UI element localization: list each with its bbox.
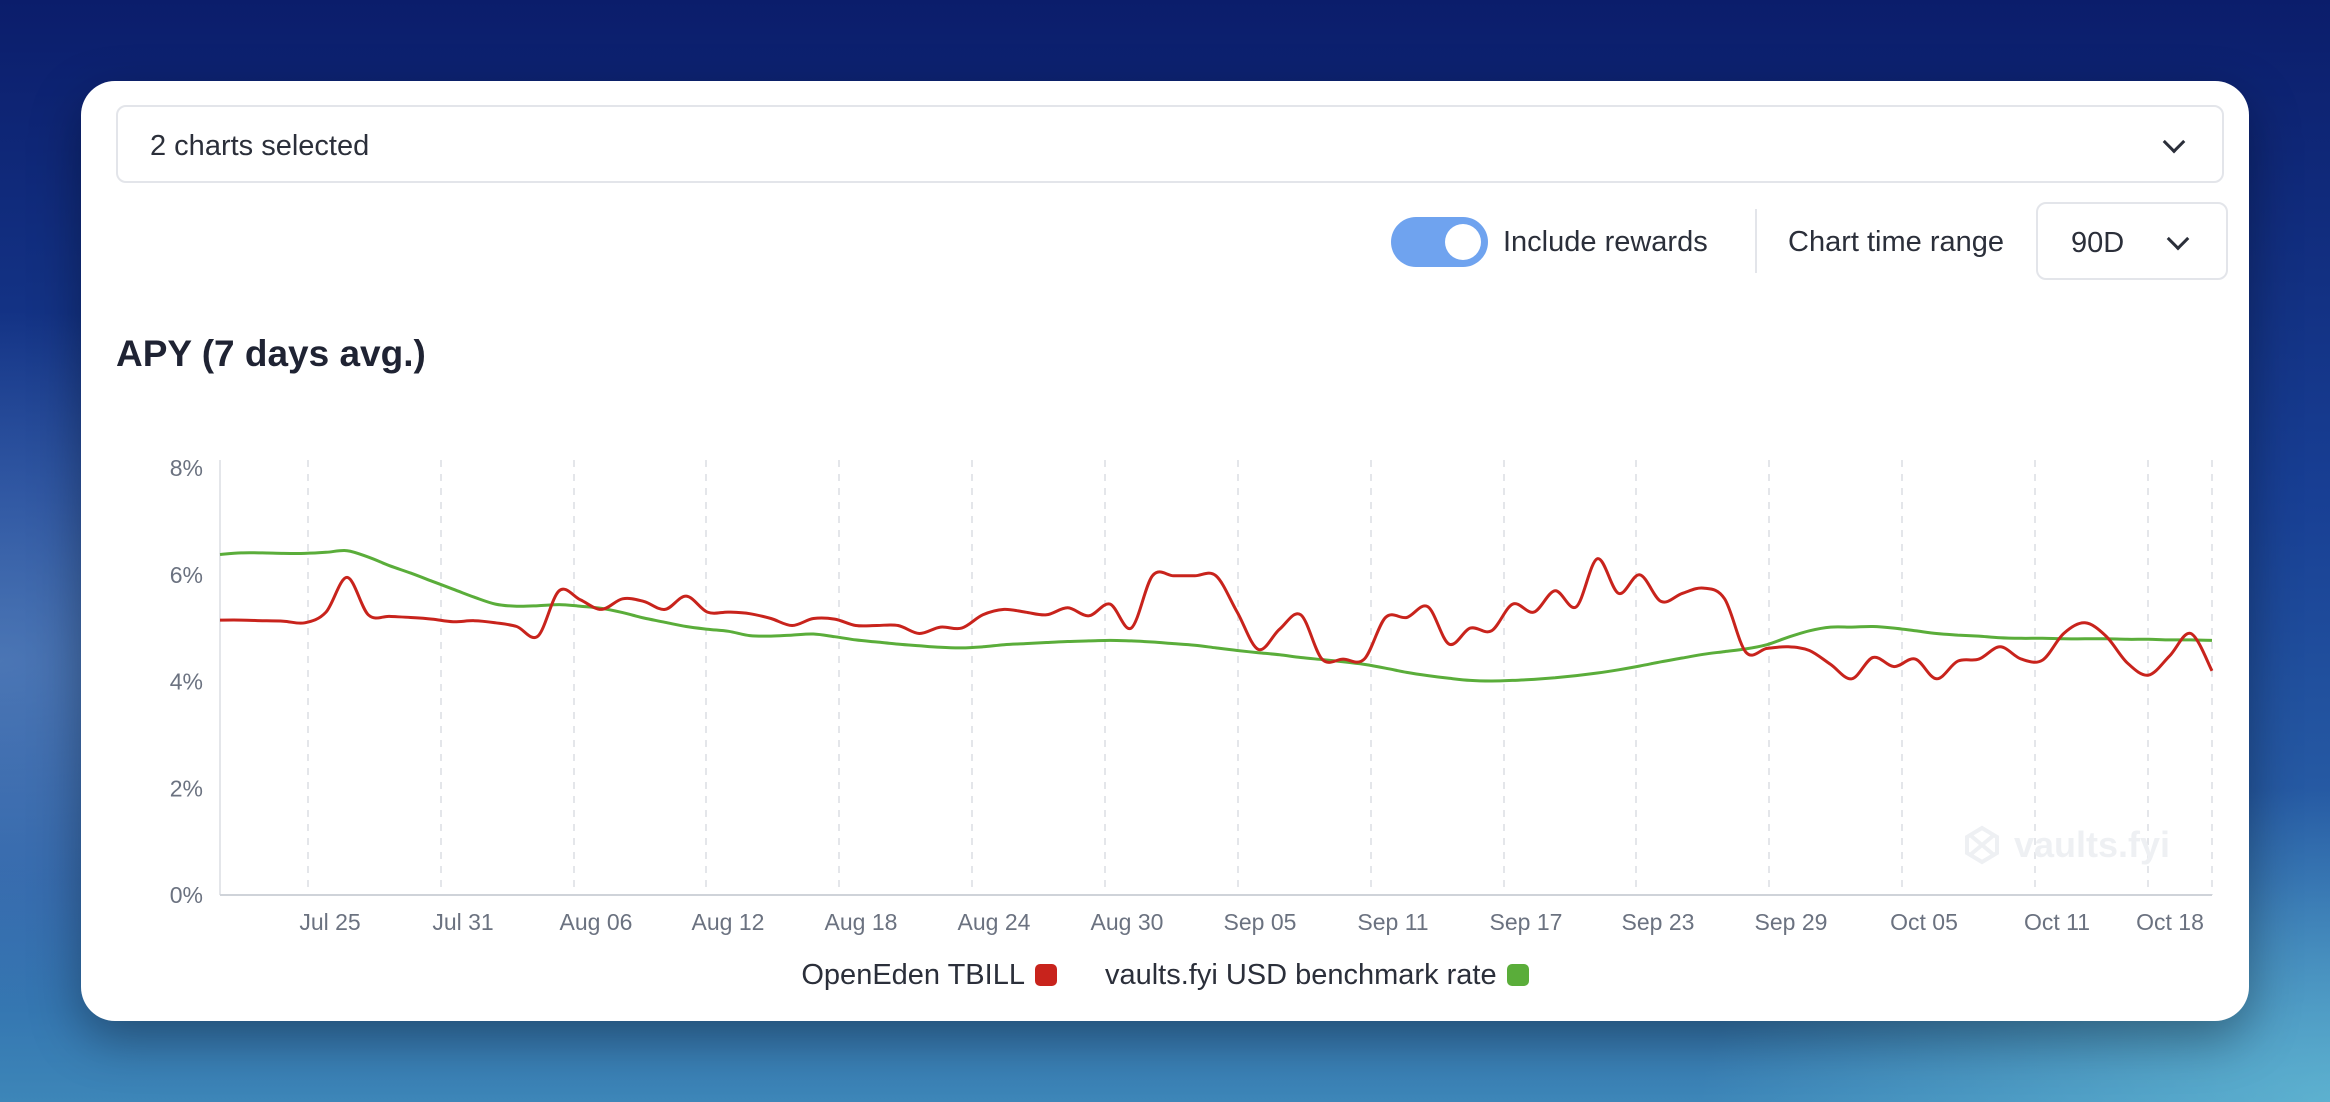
x-tick-label: Aug 24 [958,909,1031,935]
chart-selector-dropdown[interactable]: 2 charts selected [116,105,2224,183]
y-tick-label: 0% [170,882,203,908]
time-range-value: 90D [2071,227,2125,259]
y-tick-label: 2% [170,775,203,801]
vaults-logo-icon [1965,825,1999,865]
include-rewards-label: Include rewards [1503,226,1708,258]
x-tick-label: Sep 17 [1490,909,1563,935]
time-range-dropdown[interactable]: 90D [2036,202,2228,280]
y-tick-label: 6% [170,562,203,588]
legend-item-tbill[interactable]: OpenEden TBILL [801,959,1057,992]
legend-swatch-tbill [1034,964,1057,986]
x-tick-label: Oct 05 [1890,909,1958,935]
watermark-text: vaults.fyi [2014,824,2171,865]
x-tick-label: Sep 05 [1224,909,1297,935]
x-tick-label: Oct 18 [2136,909,2204,935]
series-line-tbill [219,557,2214,681]
x-tick-label: Jul 31 [432,909,493,935]
controls-divider [1755,209,1757,273]
legend-label-tbill: OpenEden TBILL [801,958,1025,991]
chart-legend: OpenEden TBILL vaults.fyi USD benchmark … [0,950,2330,1000]
y-tick-label: 4% [170,669,203,695]
toggle-knob [1445,224,1481,260]
x-tick-label: Jul 25 [299,909,360,935]
x-tick-label: Aug 30 [1091,909,1164,935]
chart-card [81,81,2249,1021]
series-line-benchmark [219,549,2213,683]
watermark: vaults.fyi [1962,820,2170,870]
x-tick-label: Aug 12 [692,909,765,935]
include-rewards-toggle[interactable] [1391,217,1488,267]
x-tick-label: Sep 23 [1622,909,1695,935]
x-tick-label: Oct 11 [2024,909,2090,935]
x-tick-label: Aug 18 [825,909,898,935]
chart-selector-value: 2 charts selected [150,130,370,162]
legend-swatch-benchmark [1506,964,1529,986]
time-range-label: Chart time range [1788,226,2004,258]
x-tick-label: Sep 11 [1357,909,1428,935]
y-tick-label: 8% [170,455,203,481]
legend-item-benchmark[interactable]: vaults.fyi USD benchmark rate [1105,959,1529,992]
chart-title: APY (7 days avg.) [116,333,426,374]
x-tick-label: Aug 06 [560,909,633,935]
legend-label-benchmark: vaults.fyi USD benchmark rate [1104,958,1497,991]
x-tick-label: Sep 29 [1755,909,1828,935]
